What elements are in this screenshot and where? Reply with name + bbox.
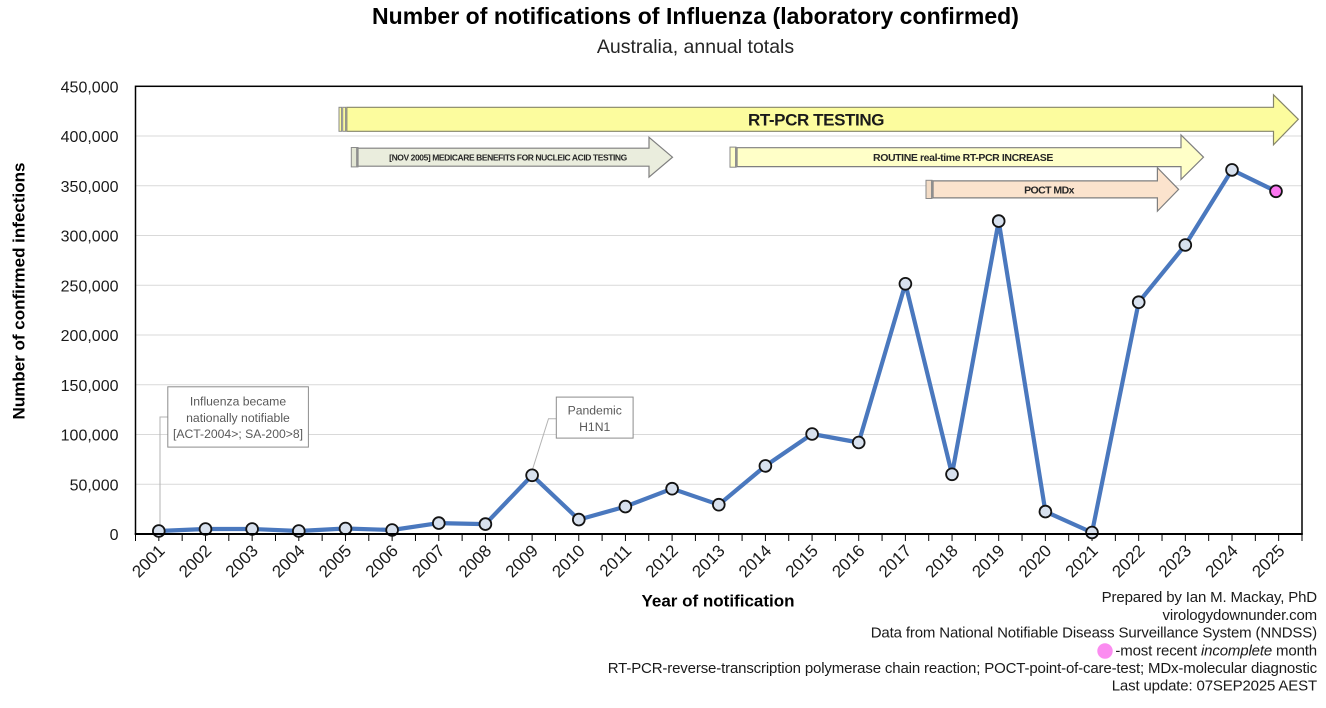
svg-text:Prepared by Ian M. Mackay, PhD: Prepared by Ian M. Mackay, PhD (1102, 589, 1318, 606)
svg-text:[NOV 2005] MEDICARE BENEFITS F: [NOV 2005] MEDICARE BENEFITS FOR NUCLEIC… (389, 153, 627, 163)
svg-text:200,000: 200,000 (61, 328, 119, 345)
svg-text:50,000: 50,000 (70, 477, 119, 494)
svg-text:-most recent incomplete month: -most recent incomplete month (1115, 642, 1317, 659)
svg-text:400,000: 400,000 (61, 129, 119, 146)
svg-text:150,000: 150,000 (61, 378, 119, 395)
svg-text:Number of notifications of Inf: Number of notifications of Influenza (la… (372, 3, 1019, 29)
svg-text:virologydownunder.com: virologydownunder.com (1163, 607, 1317, 624)
svg-text:450,000: 450,000 (61, 79, 119, 96)
svg-text:[ACT-2004>; SA-200>8]: [ACT-2004>; SA-200>8] (173, 427, 303, 441)
svg-text:100,000: 100,000 (61, 428, 119, 445)
svg-text:Number of confirmed infections: Number of confirmed infections (10, 163, 29, 420)
svg-text:300,000: 300,000 (61, 229, 119, 246)
svg-text:250,000: 250,000 (61, 278, 119, 295)
svg-text:Data from National Notifiable: Data from National Notifiable Diseass Su… (871, 625, 1317, 642)
svg-text:RT-PCR-reverse-transcription p: RT-PCR-reverse-transcription polymerase … (608, 660, 1318, 677)
svg-text:nationally notifiable: nationally notifiable (186, 411, 290, 425)
svg-text:Year of notification: Year of notification (641, 592, 794, 611)
svg-text:350,000: 350,000 (61, 179, 119, 196)
svg-text:ROUTINE real-time RT-PCR INCRE: ROUTINE real-time RT-PCR INCREASE (873, 152, 1053, 164)
svg-text:Influenza became: Influenza became (190, 395, 286, 409)
svg-text:Pandemic: Pandemic (568, 404, 622, 418)
svg-text:0: 0 (110, 527, 119, 544)
svg-text:Last update: 07SEP2025 AEST: Last update: 07SEP2025 AEST (1112, 678, 1317, 695)
svg-text:RT-PCR TESTING: RT-PCR TESTING (748, 110, 884, 129)
svg-text:POCT MDx: POCT MDx (1024, 184, 1075, 196)
svg-text:Australia, annual totals: Australia, annual totals (597, 36, 795, 58)
svg-text:H1N1: H1N1 (579, 420, 610, 434)
